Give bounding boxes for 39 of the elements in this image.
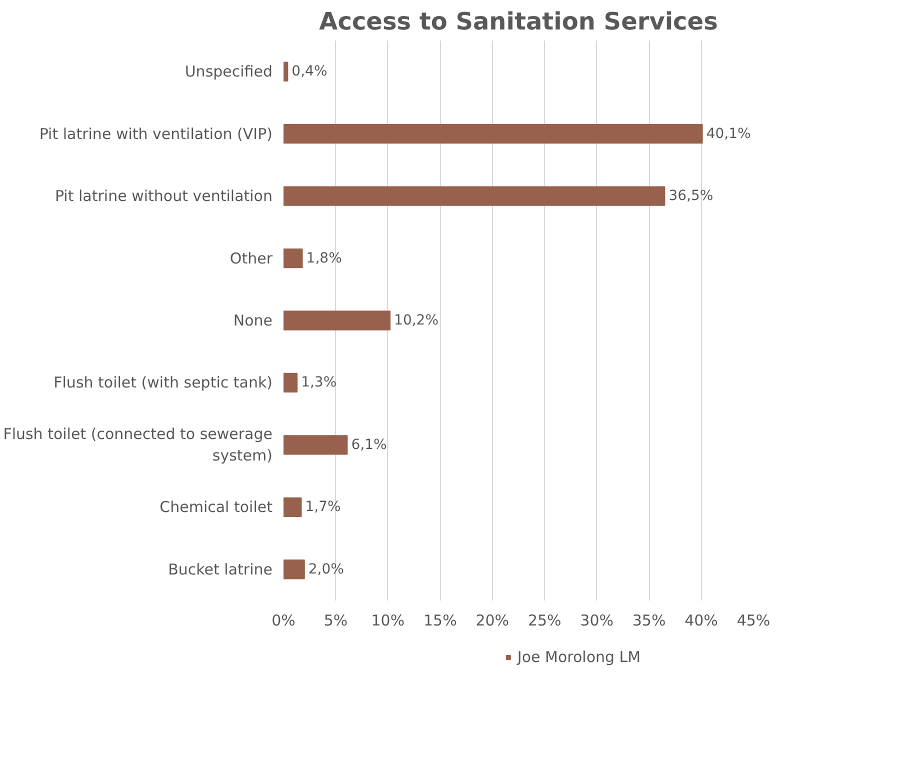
data-label: 1,8%	[306, 250, 342, 266]
x-tick-label: 25%	[528, 612, 562, 630]
x-tick-label: 5%	[324, 612, 348, 630]
data-label: 2,0%	[308, 561, 344, 578]
data-label: 1,3%	[301, 374, 337, 391]
x-tick-label: 10%	[371, 612, 405, 630]
x-tick-label: 20%	[476, 612, 510, 630]
y-tick-label: Flush toilet (with septic tank)	[54, 374, 273, 392]
y-tick-label: Pit latrine without ventilation	[54, 187, 273, 206]
data-label: 6,1%	[351, 436, 387, 453]
x-tick-label: 40%	[684, 612, 718, 630]
bar	[284, 124, 703, 144]
y-tick-label: Unspecified	[184, 62, 273, 81]
y-tick-label: Flush toilet (connected to sewerage system)	[3, 425, 273, 465]
bar	[284, 435, 348, 455]
y-tick-label: None	[233, 312, 273, 330]
legend-label: Joe Morolong LM	[517, 648, 641, 666]
y-tick-label: Bucket latrine	[168, 560, 273, 578]
bar	[284, 186, 666, 206]
y-tick-label: Other	[230, 249, 274, 268]
data-label: 0,4%	[292, 64, 328, 80]
bar	[284, 560, 305, 580]
bar	[284, 248, 303, 268]
y-tick-label: Chemical toilet	[160, 498, 273, 516]
data-label: 10,2%	[394, 312, 439, 328]
bar	[284, 310, 391, 330]
x-tick-label: 0%	[272, 612, 296, 630]
data-label: 1,7%	[305, 499, 341, 516]
data-label: 36,5%	[668, 188, 714, 204]
y-tick-label: Pit latrine with ventilation (VIP)	[39, 124, 273, 143]
x-tick-label: 30%	[580, 612, 614, 630]
data-label: 40,1%	[706, 126, 751, 142]
x-tick-label: 15%	[423, 612, 457, 630]
bar	[284, 372, 298, 393]
x-tick-label: 35%	[632, 612, 666, 630]
x-tick-label: 45%	[736, 612, 770, 630]
chart-title: Access to Sanitation Services	[319, 8, 718, 36]
bar	[284, 62, 288, 82]
bar	[284, 497, 302, 517]
